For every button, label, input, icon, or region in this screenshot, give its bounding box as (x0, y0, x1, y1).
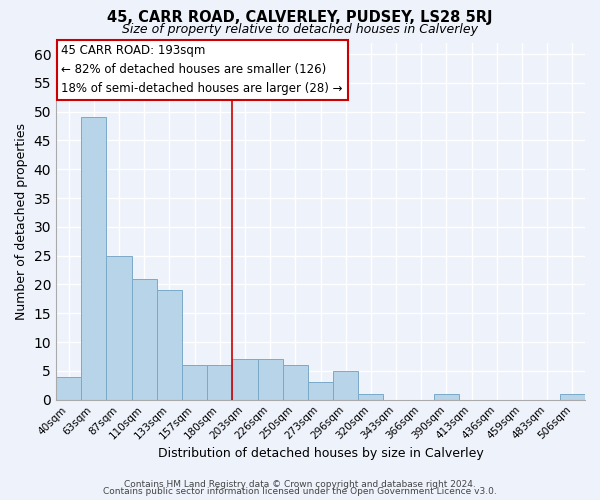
Text: Contains public sector information licensed under the Open Government Licence v3: Contains public sector information licen… (103, 488, 497, 496)
Bar (182, 365, 207, 400)
Bar (434, 394, 459, 400)
Bar (333, 371, 358, 400)
Bar (56, 376, 81, 400)
Bar (283, 365, 308, 400)
Bar (560, 394, 585, 400)
Bar (308, 382, 333, 400)
Text: 45, CARR ROAD, CALVERLEY, PUDSEY, LS28 5RJ: 45, CARR ROAD, CALVERLEY, PUDSEY, LS28 5… (107, 10, 493, 25)
Bar (131, 278, 157, 400)
Bar (207, 365, 232, 400)
Bar (232, 360, 257, 400)
Bar (81, 118, 106, 400)
Text: 45 CARR ROAD: 193sqm
← 82% of detached houses are smaller (126)
18% of semi-deta: 45 CARR ROAD: 193sqm ← 82% of detached h… (61, 44, 343, 96)
Text: Size of property relative to detached houses in Calverley: Size of property relative to detached ho… (122, 22, 478, 36)
Bar (157, 290, 182, 400)
Bar (358, 394, 383, 400)
Bar (257, 360, 283, 400)
Text: Contains HM Land Registry data © Crown copyright and database right 2024.: Contains HM Land Registry data © Crown c… (124, 480, 476, 489)
X-axis label: Distribution of detached houses by size in Calverley: Distribution of detached houses by size … (158, 447, 484, 460)
Bar (106, 256, 131, 400)
Y-axis label: Number of detached properties: Number of detached properties (15, 122, 28, 320)
